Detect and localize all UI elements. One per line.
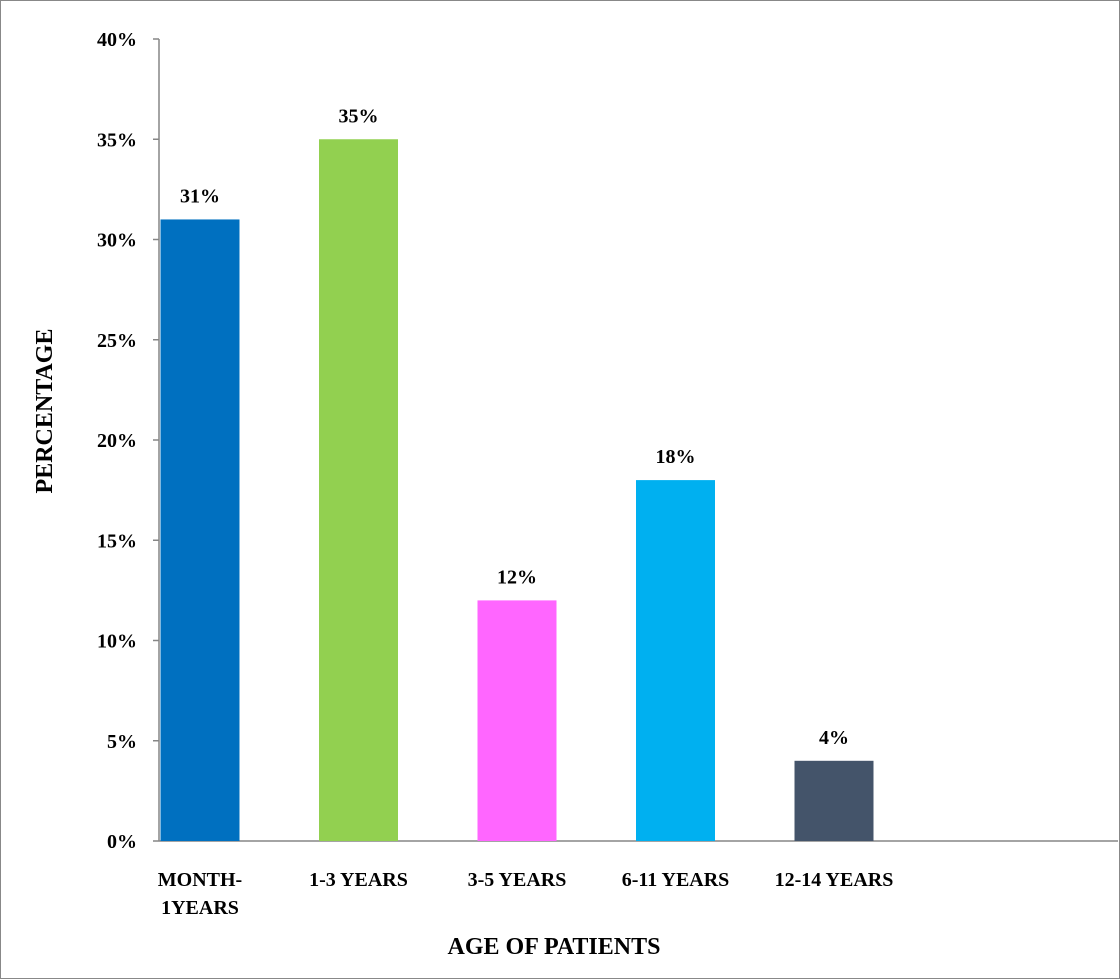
x-tick-label: 6-11 YEARS: [622, 869, 730, 891]
y-tick-label: 0%: [107, 831, 137, 853]
y-tick-label: 25%: [97, 330, 137, 352]
x-axis-title: AGE OF PATIENTS: [448, 934, 661, 960]
bar-value-label: 18%: [656, 446, 696, 468]
bars: [160, 139, 874, 841]
y-tick-label: 15%: [97, 530, 137, 552]
bar-value-label: 35%: [339, 105, 379, 127]
bar: [160, 219, 240, 841]
bar: [794, 760, 874, 841]
bar-value-label: 31%: [180, 185, 220, 207]
axes: 0% 5% 10% 15% 20% 25% 30% 35% 40%: [97, 29, 1118, 853]
y-tick-label: 10%: [97, 631, 137, 653]
y-axis-title: PERCENTAGE: [32, 329, 58, 494]
x-tick-label: 1-3 YEARS: [309, 869, 408, 891]
y-tick-label: 40%: [97, 29, 137, 51]
y-tick-label: 35%: [97, 129, 137, 151]
bar: [477, 600, 557, 841]
x-tick-label: 12-14 YEARS: [775, 869, 894, 891]
y-tick-label: 30%: [97, 230, 137, 252]
bar: [636, 480, 715, 841]
x-tick-label: 3-5 YEARS: [468, 869, 567, 891]
y-tick-label: 5%: [107, 731, 137, 753]
labels: 31% MONTH-1YEARS 35% 1-3 YEARS 12% 3-5 YEARS 1…: [158, 105, 894, 919]
bar-value-label: 12%: [497, 566, 537, 588]
y-tick-label: 20%: [97, 430, 137, 452]
bar-value-label: 4%: [819, 727, 849, 749]
x-tick-label: MONTH-1YEARS: [158, 869, 242, 919]
bar: [319, 139, 398, 841]
